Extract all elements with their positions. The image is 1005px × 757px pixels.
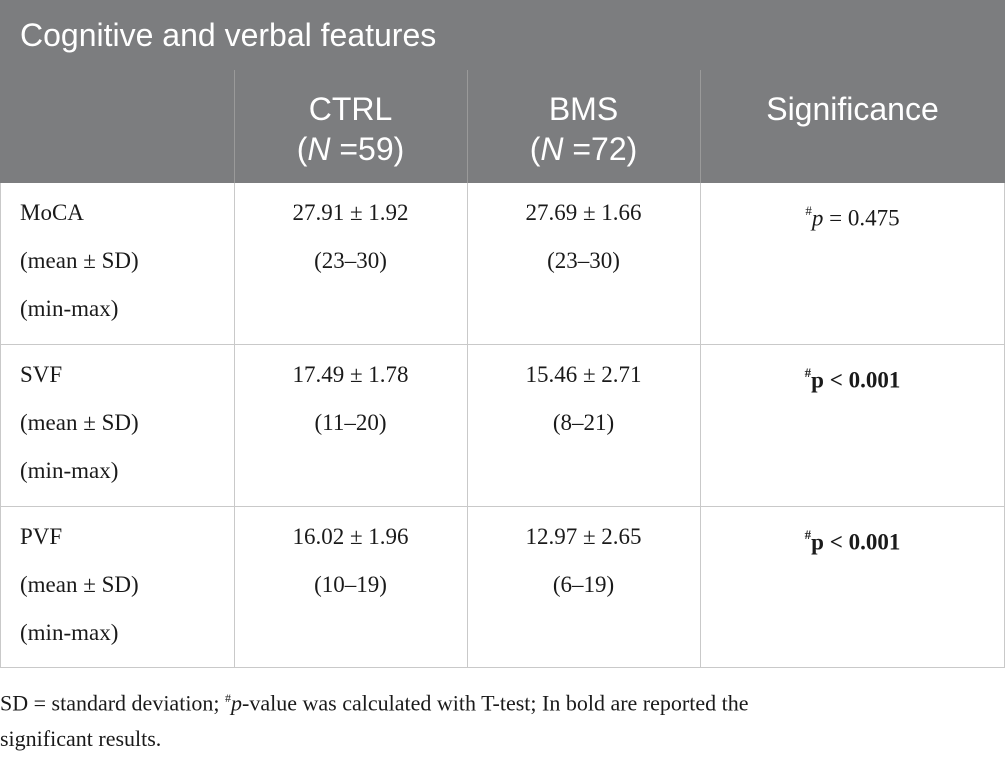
header-ctrl-name: CTRL [308,91,393,127]
header-bms-name: BMS [548,91,619,127]
header-significance-label: Significance [766,91,939,127]
header-blank-cell [0,70,234,183]
row-stat: (mean ± SD) [20,248,139,273]
header-bms: BMS (N =72) [467,70,700,183]
ctrl-cell: 16.02 ± 1.96 (10–19) [234,513,467,609]
significance-cell: #p = 0.475 [700,189,1005,243]
p-symbol: p [811,367,824,393]
header-bms-n-value: =72) [572,131,638,167]
row-name: MoCA [20,200,84,225]
row-name: SVF [20,362,63,387]
bms-cell: 27.69 ± 1.66 (23–30) [467,189,700,285]
ctrl-range: (10–19) [314,572,387,597]
header-ctrl: CTRL (N =59) [234,70,467,183]
grid-line [234,183,235,668]
bms-mean: 27.69 ± 1.66 [525,200,642,225]
p-symbol: p [811,205,824,231]
p-value: < 0.001 [823,529,901,555]
table-footnote: SD = standard deviation; #p-value was ca… [0,680,1005,757]
grid-line [0,506,1005,507]
grid-line [700,183,701,668]
row-name: PVF [20,524,63,549]
header-significance: Significance [700,70,1005,183]
footnote-part1: SD = standard deviation; [0,690,226,716]
ctrl-mean: 27.91 ± 1.92 [292,200,409,225]
row-range: (min-max) [20,296,119,321]
header-ctrl-n-label: N [307,131,331,167]
ctrl-range: (23–30) [314,248,387,273]
table-row-label: SVF (mean ± SD) (min-max) [0,351,234,495]
ctrl-cell: 27.91 ± 1.92 (23–30) [234,189,467,285]
footnote-line-1: SD = standard deviation; #p-value was ca… [0,680,1005,721]
ctrl-range: (11–20) [314,410,387,435]
grid-line [0,667,1005,668]
p-symbol: p [811,529,824,555]
header-ctrl-n-value: =59) [339,131,405,167]
bms-mean: 12.97 ± 2.65 [525,524,642,549]
p-value: = 0.475 [823,205,900,231]
row-range: (min-max) [20,620,119,645]
bms-range: (8–21) [552,410,615,435]
footnote-part2: -value was calculated with T-test; In bo… [242,690,749,716]
row-stat: (mean ± SD) [20,410,139,435]
table-row-label: MoCA (mean ± SD) (min-max) [0,189,234,333]
hash-mark: # [805,203,812,218]
row-range: (min-max) [20,458,119,483]
bms-cell: 15.46 ± 2.71 (8–21) [467,351,700,447]
row-stat: (mean ± SD) [20,572,139,597]
bms-range: (6–19) [552,572,615,597]
footnote-p: p [231,690,243,716]
header-bms-n: (N =72) [529,131,638,167]
ctrl-mean: 16.02 ± 1.96 [292,524,409,549]
significance-cell: #p < 0.001 [700,513,1005,567]
ctrl-mean: 17.49 ± 1.78 [292,362,409,387]
footnote-line-2: significant results. [0,726,162,752]
ctrl-cell: 17.49 ± 1.78 (11–20) [234,351,467,447]
hash-mark: # [804,527,812,542]
significance-cell: #p < 0.001 [700,351,1005,405]
header-bms-n-label: N [540,131,564,167]
grid-line [467,183,468,668]
bms-cell: 12.97 ± 2.65 (6–19) [467,513,700,609]
grid-line [0,344,1005,345]
table-title: Cognitive and verbal features [0,0,1005,70]
hash-mark: # [804,365,812,380]
bms-mean: 15.46 ± 2.71 [525,362,642,387]
bms-range: (23–30) [547,248,620,273]
table-row-label: PVF (mean ± SD) (min-max) [0,513,234,657]
footnote-hash: # [225,691,232,705]
header-ctrl-n: (N =59) [296,131,405,167]
grid-line [0,183,1,668]
p-value: < 0.001 [823,367,901,393]
